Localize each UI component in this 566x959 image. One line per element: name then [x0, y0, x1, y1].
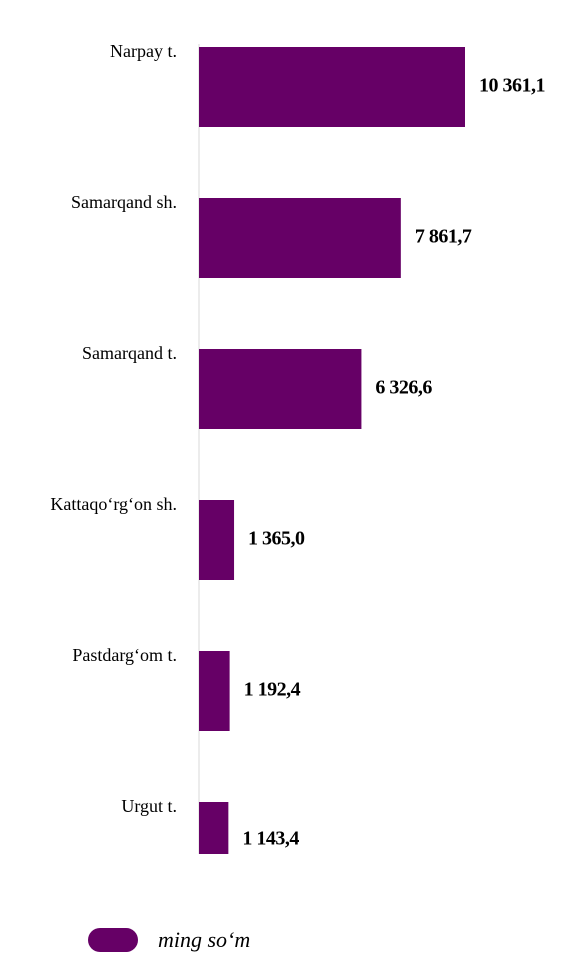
value-label: 6 326,6 — [375, 377, 432, 399]
category-label: Kattaqo‘rg‘on sh. — [50, 494, 177, 514]
plot-area — [199, 47, 465, 854]
bar — [199, 651, 230, 731]
bar — [199, 500, 235, 580]
bar — [199, 198, 401, 278]
category-label: Pastdarg‘om t. — [72, 645, 177, 665]
category-label: Samarqand sh. — [71, 192, 177, 212]
value-label: 1 192,4 — [244, 679, 301, 701]
bar — [199, 47, 465, 127]
value-label: 7 861,7 — [415, 226, 472, 248]
value-label: 10 361,1 — [479, 75, 545, 97]
bar — [199, 349, 362, 429]
category-label: Samarqand t. — [82, 343, 177, 363]
value-label: 1 143,4 — [242, 828, 299, 850]
value-label: 1 365,0 — [248, 528, 305, 550]
bar — [199, 802, 229, 854]
category-label: Urgut t. — [121, 796, 177, 816]
category-label: Narpay t. — [110, 41, 177, 61]
legend-label: ming so‘m — [158, 927, 250, 952]
legend-swatch — [88, 928, 138, 952]
